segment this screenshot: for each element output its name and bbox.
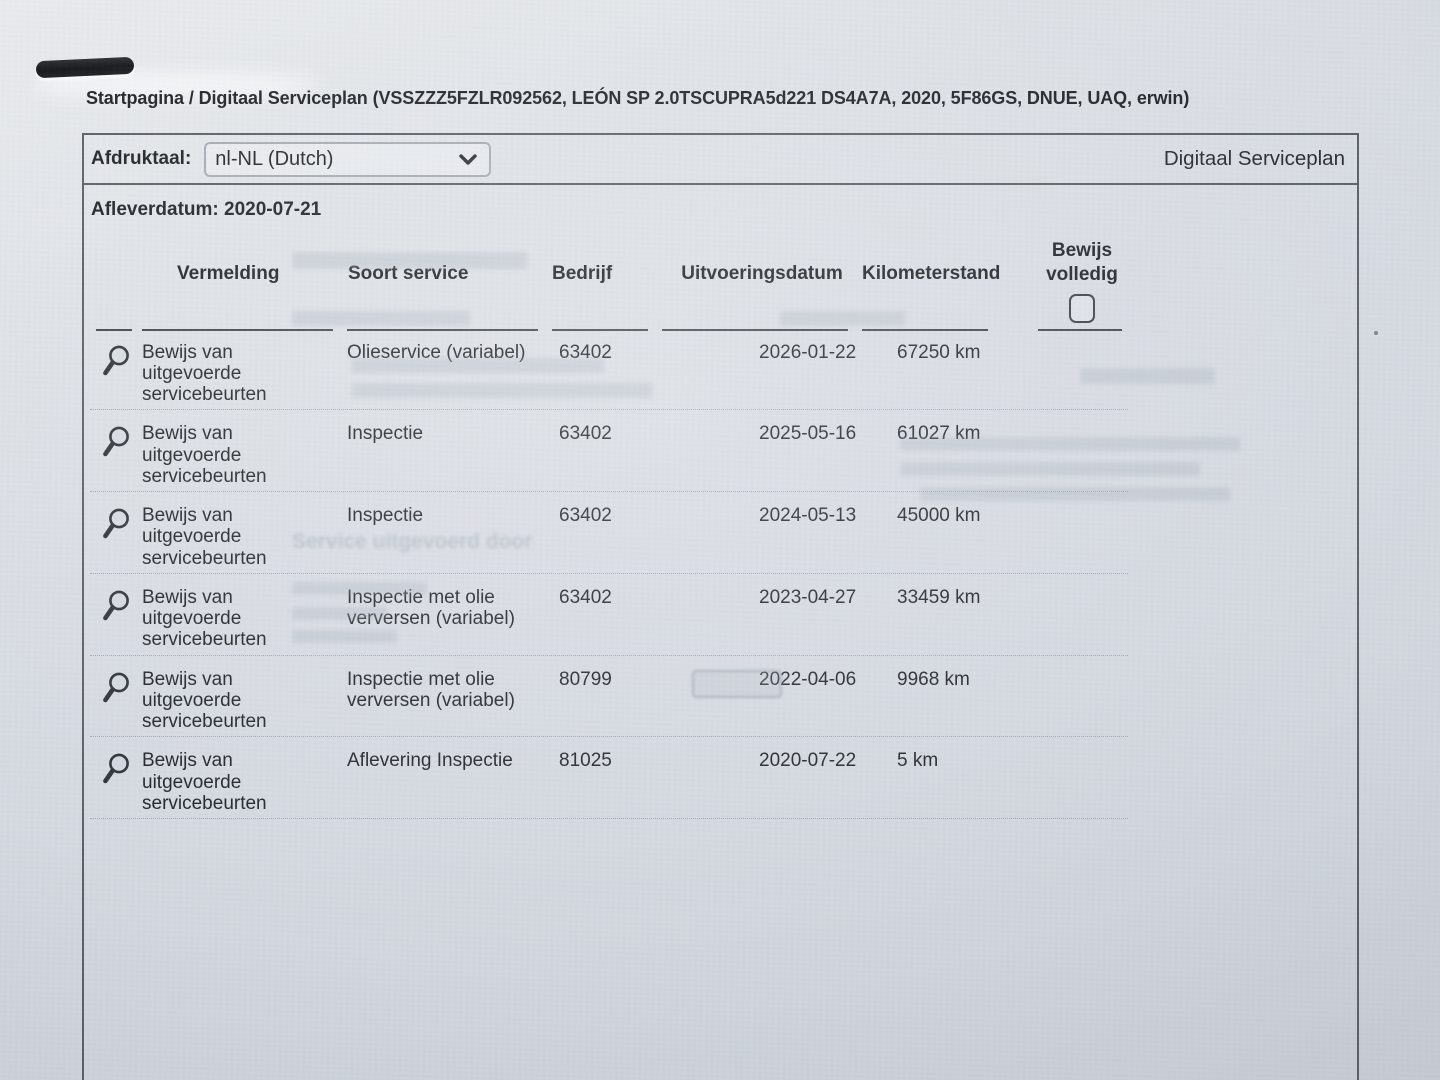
cell-uitvoeringsdatum: 2026-01-22 bbox=[759, 341, 857, 363]
service-row: Bewijs van uitgevoerde servicebeurten In… bbox=[90, 656, 1162, 738]
magnifier-icon[interactable] bbox=[101, 751, 131, 787]
cell-kilometerstand: 33459 km bbox=[897, 586, 981, 608]
table-header-row: Vermelding Soort service Bedrijf Uitvoer… bbox=[90, 227, 1162, 329]
panel-toolbar: Afdruktaal: nl-NL (Dutch) Digitaal Servi… bbox=[84, 135, 1357, 185]
cell-bedrijf: 63402 bbox=[559, 505, 612, 527]
panel-title: Digitaal Serviceplan bbox=[1163, 147, 1345, 170]
cell-bewijs-volledig bbox=[1002, 587, 1162, 651]
magnifier-icon[interactable] bbox=[101, 424, 131, 460]
cell-bewijs-volledig bbox=[1002, 423, 1162, 487]
service-row: Bewijs van uitgevoerde servicebeurten Ol… bbox=[90, 329, 1162, 411]
column-header-bedrijf: Bedrijf bbox=[552, 262, 613, 284]
table-body: Bewijs van uitgevoerde servicebeurten Ol… bbox=[90, 329, 1162, 820]
row-icon-cell bbox=[90, 505, 142, 569]
cell-vermelding: Bewijs van uitgevoerde servicebeurten bbox=[142, 505, 267, 569]
column-header-soort-service: Soort service bbox=[348, 262, 469, 284]
cell-bewijs-volledig bbox=[1002, 505, 1162, 569]
paper-glare bbox=[30, 72, 320, 98]
magnifier-icon[interactable] bbox=[101, 588, 131, 624]
cell-vermelding: Bewijs van uitgevoerde servicebeurten bbox=[142, 341, 267, 406]
cell-bedrijf: 80799 bbox=[559, 668, 612, 690]
column-header-bewijs-volledig: Bewijs volledig bbox=[1002, 239, 1162, 329]
magnifier-icon[interactable] bbox=[101, 506, 131, 542]
cell-kilometerstand: 5 km bbox=[897, 750, 939, 772]
delivery-date: Afleverdatum: 2020-07-21 bbox=[91, 199, 322, 220]
cell-soort-service: Inspectie bbox=[347, 505, 424, 527]
cell-uitvoeringsdatum: 2020-07-22 bbox=[759, 750, 857, 772]
cell-soort-service: Inspectie met olie verversen (variabel) bbox=[347, 586, 515, 630]
cell-vermelding: Bewijs van uitgevoerde servicebeurten bbox=[142, 668, 267, 733]
row-icon-cell bbox=[90, 750, 142, 814]
row-icon-cell bbox=[90, 669, 142, 733]
cell-bedrijf: 63402 bbox=[559, 586, 612, 608]
magnifier-icon[interactable] bbox=[101, 343, 131, 379]
cell-vermelding: Bewijs van uitgevoerde servicebeurten bbox=[142, 750, 267, 815]
service-row: Bewijs van uitgevoerde servicebeurten Af… bbox=[90, 737, 1162, 820]
cell-uitvoeringsdatum: 2023-04-27 bbox=[759, 586, 857, 608]
cell-vermelding: Bewijs van uitgevoerde servicebeurten bbox=[142, 586, 267, 651]
cell-soort-service: Inspectie met olie verversen (variabel) bbox=[347, 668, 515, 711]
bewijs-volledig-label: Bewijs volledig bbox=[1046, 240, 1118, 285]
cell-kilometerstand: 61027 km bbox=[897, 423, 981, 445]
cell-kilometerstand: 9968 km bbox=[897, 668, 970, 690]
column-header-icon-spacer bbox=[90, 285, 142, 329]
print-language-value: nl-NL (Dutch) bbox=[215, 147, 334, 170]
cell-bewijs-volledig bbox=[1002, 342, 1162, 406]
cell-bedrijf: 81025 bbox=[559, 750, 612, 772]
print-language-select[interactable]: nl-NL (Dutch) bbox=[204, 141, 492, 177]
bewijs-volledig-checkbox[interactable] bbox=[1069, 293, 1095, 323]
service-row: Bewijs van uitgevoerde servicebeurten In… bbox=[90, 492, 1162, 574]
cell-soort-service: Aflevering Inspectie bbox=[347, 750, 513, 772]
dust-speck bbox=[1374, 331, 1378, 335]
cell-vermelding: Bewijs van uitgevoerde servicebeurten bbox=[142, 423, 267, 487]
print-language-group: Afdruktaal: nl-NL (Dutch) bbox=[91, 141, 492, 177]
chevron-down-icon bbox=[459, 153, 477, 165]
cell-soort-service: Inspectie bbox=[347, 423, 424, 445]
cell-uitvoeringsdatum: 2024-05-13 bbox=[759, 505, 857, 527]
row-icon-cell bbox=[90, 342, 142, 406]
cell-kilometerstand: 45000 km bbox=[897, 505, 981, 527]
cell-uitvoeringsdatum: 2022-04-06 bbox=[759, 668, 857, 690]
magnifier-icon[interactable] bbox=[101, 670, 131, 706]
column-header-vermelding: Vermelding bbox=[177, 262, 280, 284]
cell-bewijs-volledig bbox=[1002, 750, 1162, 814]
cell-bedrijf: 63402 bbox=[559, 423, 612, 445]
column-header-kilometerstand: Kilometerstand bbox=[862, 262, 1001, 284]
cell-soort-service: Olieservice (variabel) bbox=[347, 341, 526, 363]
row-icon-cell bbox=[90, 423, 142, 487]
cell-bedrijf: 63402 bbox=[559, 341, 612, 363]
service-row: Bewijs van uitgevoerde servicebeurten In… bbox=[90, 410, 1162, 492]
cell-uitvoeringsdatum: 2025-05-16 bbox=[759, 423, 857, 445]
row-icon-cell bbox=[90, 587, 142, 651]
service-row: Bewijs van uitgevoerde servicebeurten In… bbox=[90, 574, 1162, 656]
column-header-uitvoeringsdatum: Uitvoeringsdatum bbox=[681, 262, 843, 284]
serviceplan-panel: Afdruktaal: nl-NL (Dutch) Digitaal Servi… bbox=[82, 133, 1359, 1080]
cell-kilometerstand: 67250 km bbox=[897, 341, 981, 363]
cell-bewijs-volledig bbox=[1002, 669, 1162, 733]
breadcrumb: Startpagina / Digitaal Serviceplan (VSSZ… bbox=[86, 88, 1190, 108]
service-history-table: Vermelding Soort service Bedrijf Uitvoer… bbox=[90, 227, 1162, 820]
print-language-label: Afdruktaal: bbox=[91, 148, 192, 169]
